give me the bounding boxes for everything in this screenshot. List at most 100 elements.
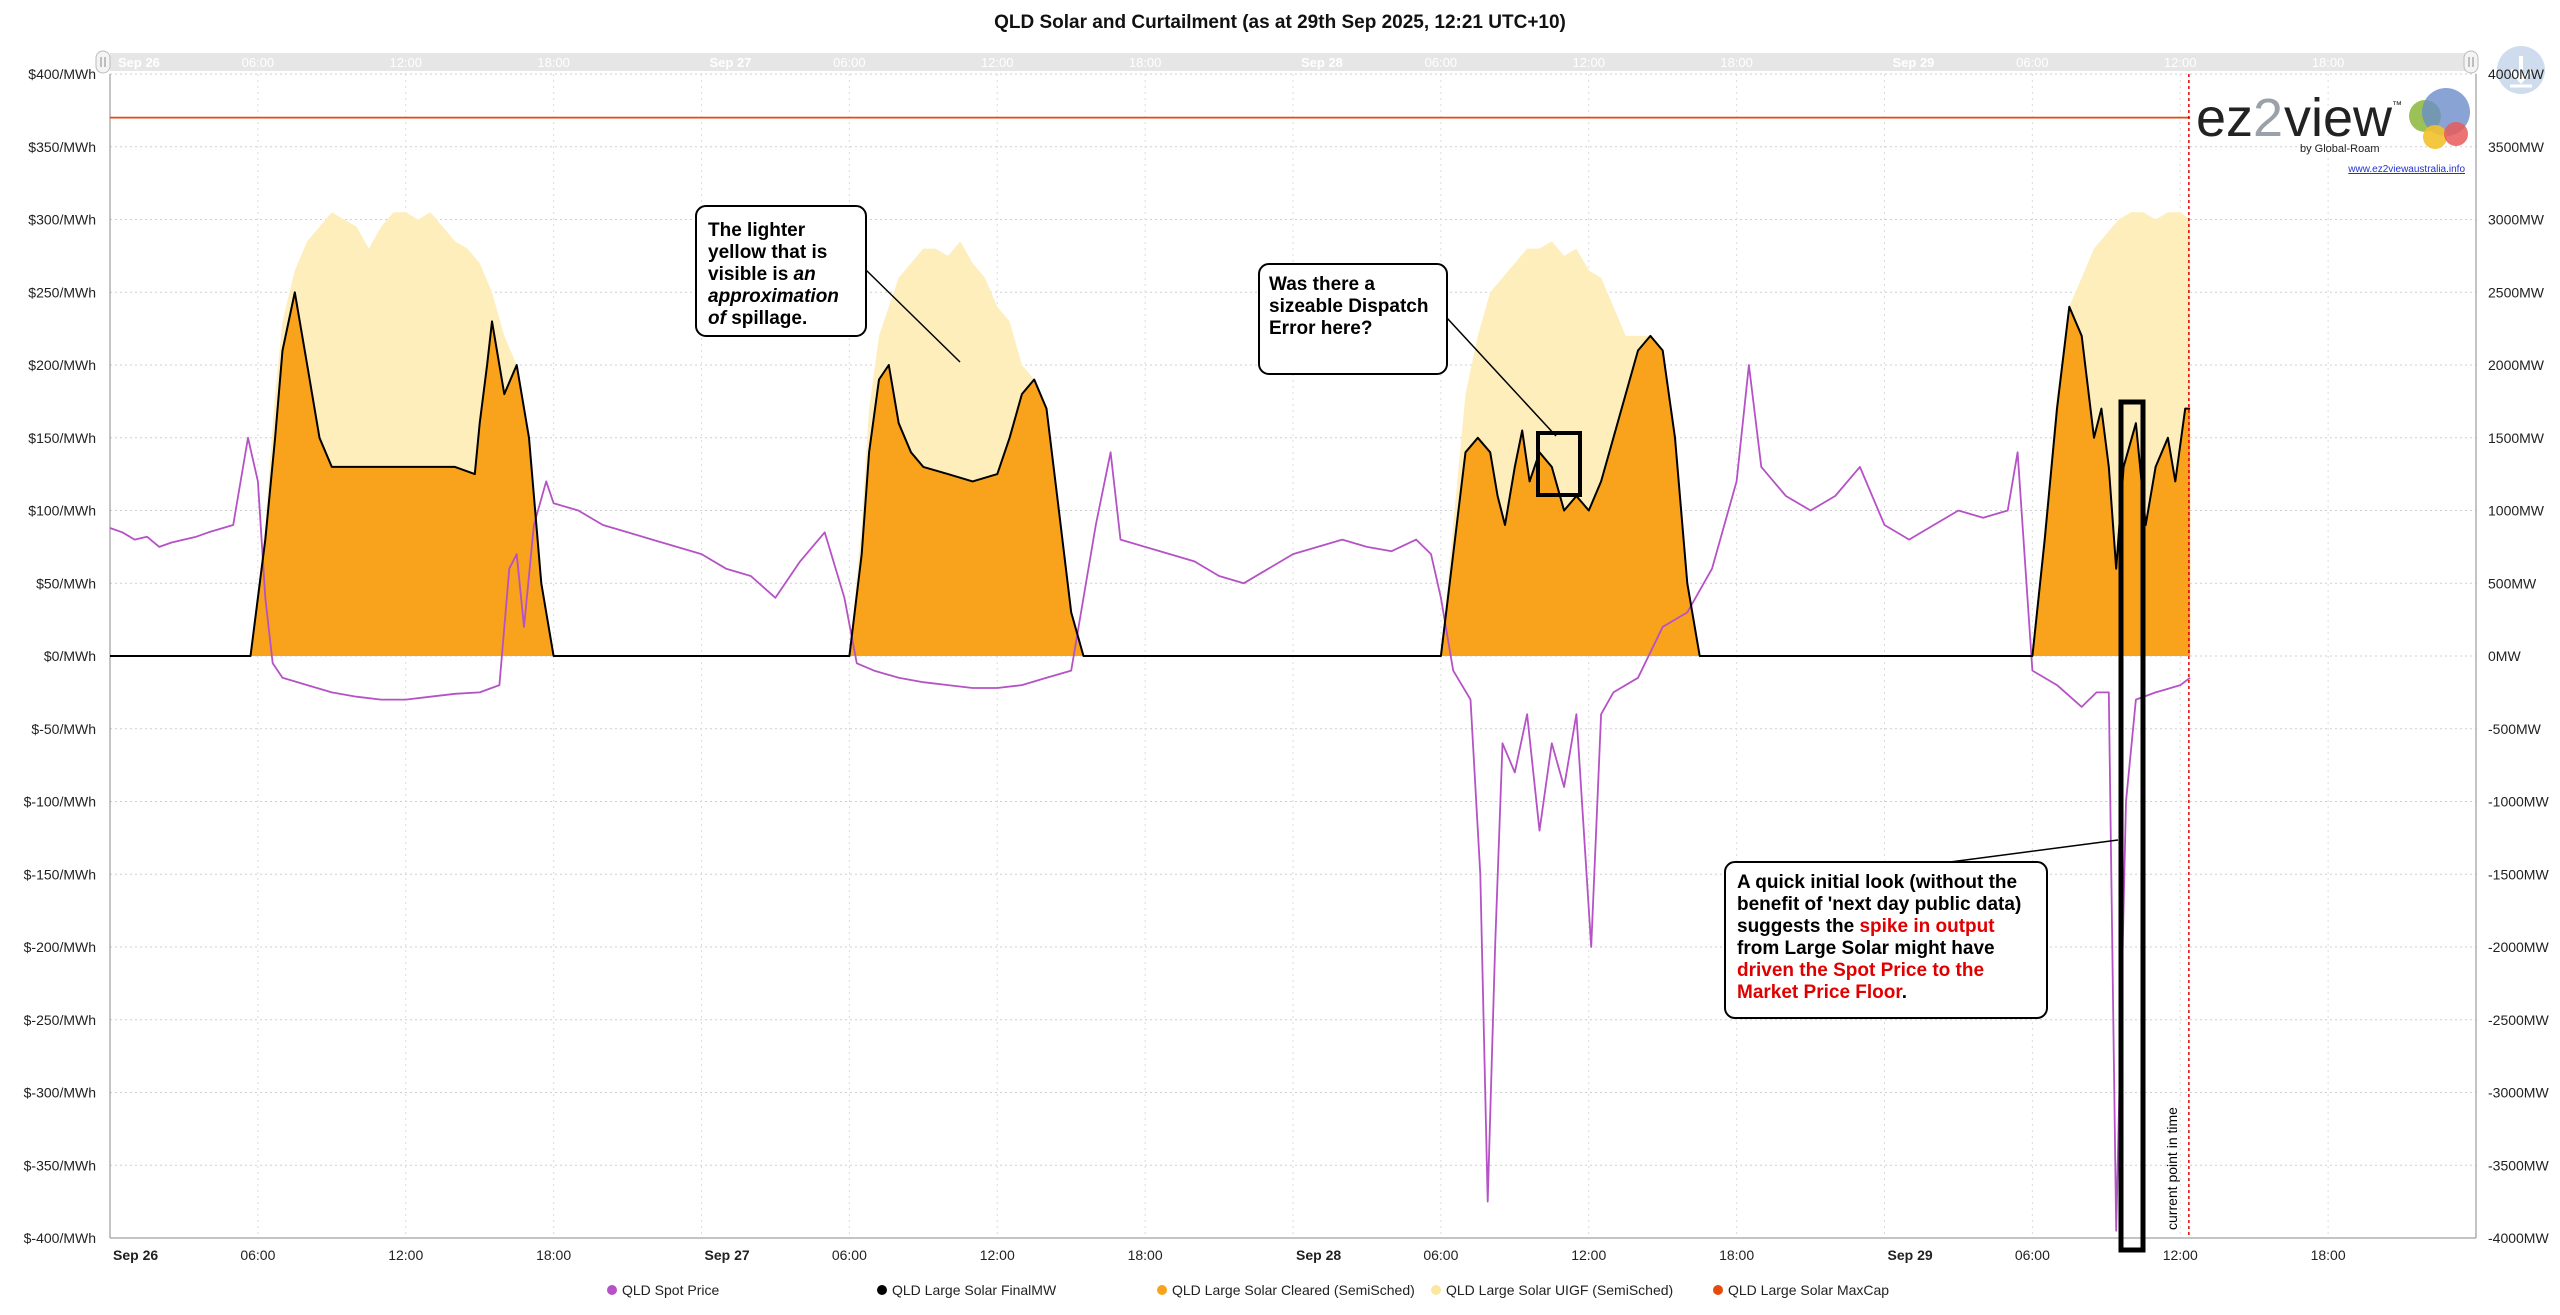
time-navigator[interactable]: Sep 26 06:00 12:00 18:00 Sep 27 06:00 12:00 18:… [95,50,2479,74]
legend-label: QLD Large Solar MaxCap [1728,1282,1889,1298]
legend-marker [1431,1285,1441,1295]
callout-line: from Large Solar might have [1737,938,1995,959]
legend-item-qld-large-solar-uigf-semisched[interactable]: QLD Large Solar UIGF (SemiSched) [1431,1282,1673,1298]
y-right-tick-label: -1000MW [2488,794,2549,810]
callout-line: suggests the spike in output [1737,916,1995,937]
y-right-tick-label: 4000MW [2488,66,2545,82]
callout-line: benefit of 'next day public data) [1737,894,2021,915]
y-left-tick-label: $-350/MWh [24,1157,96,1173]
y-axis-left: $400/MWh $350/MWh $300/MWh $250/MWh $200/MWh… [24,66,96,1246]
y-right-tick-label: -3500MW [2488,1157,2549,1173]
y-left-tick-label: $50/MWh [36,575,96,591]
navigator-tick-label: 06:00 [242,55,275,70]
callout-leader [865,269,961,363]
download-icon [2509,56,2533,88]
navigator-tick-label: Sep 29 [1893,55,1935,70]
legend-item-qld-large-solar-maxcap[interactable]: QLD Large Solar MaxCap [1713,1282,1889,1298]
y-left-tick-label: $400/MWh [28,66,96,82]
callout-segment: Was there a [1269,274,1375,295]
y-left-tick-label: $0/MWh [44,648,96,664]
callout-line: of spillage. [708,308,807,329]
navigator-tick-label: 18:00 [1129,55,1162,70]
navigator-tick-label: 12:00 [1572,55,1605,70]
logo-text-ez: ez [2196,88,2253,148]
legend-label: QLD Large Solar Cleared (SemiSched) [1172,1282,1415,1298]
x-tick-label: 12:00 [980,1247,1015,1263]
navigator-tick-label: 18:00 [2312,55,2345,70]
legend: QLD Spot Price QLD Large Solar FinalMW QLD… [607,1282,1889,1298]
callout-box [695,205,867,337]
callout-segment: A quick initial look (without the [1737,872,2017,893]
y-right-tick-label: 3500MW [2488,139,2545,155]
navigator-tick-label: 06:00 [2016,55,2049,70]
series-line-qld-large-solar-finalmw [110,291,2191,657]
navigator-track[interactable] [110,53,2476,71]
y-right-tick-label: 1500MW [2488,430,2545,446]
callout-line: visible is an [708,264,816,285]
legend-label: QLD Large Solar FinalMW [892,1282,1057,1298]
series-layer [109,116,2191,1232]
legend-item-qld-large-solar-cleared-semisched[interactable]: QLD Large Solar Cleared (SemiSched) [1157,1282,1415,1298]
x-tick-label: Sep 28 [1296,1247,1341,1263]
navigator-tick-label: 12:00 [2164,55,2197,70]
navigator-handle-right-icon[interactable] [2463,50,2479,74]
navigator-tick-label: 06:00 [833,55,866,70]
navigator-tick-label: 18:00 [1720,55,1753,70]
callout-segment: suggests the [1737,916,1859,937]
legend-item-qld-spot-price[interactable]: QLD Spot Price [607,1282,719,1298]
legend-marker [1157,1285,1167,1295]
y-left-tick-label: $100/MWh [28,503,96,519]
y-left-tick-label: $350/MWh [28,139,96,155]
y-right-tick-label: 500MW [2488,575,2537,591]
legend-label: QLD Large Solar UIGF (SemiSched) [1446,1282,1673,1298]
navigator-handle-left-icon[interactable] [95,50,111,74]
navigator-tick-label: 06:00 [1425,55,1458,70]
marker-layer: current point in time [2164,74,2190,1238]
callout-segment: an [794,264,816,285]
logo-text-view: view [2284,88,2393,148]
navigator-tick-label: Sep 26 [118,55,160,70]
y-right-tick-label: 1000MW [2488,503,2545,519]
callout-line: Was there a [1269,274,1375,295]
callout-segment: from Large Solar might have [1737,938,1995,959]
callout-line: Error here? [1269,318,1372,339]
x-tick-label: 18:00 [1128,1247,1163,1263]
y-right-tick-label: -2000MW [2488,939,2549,955]
y-left-tick-label: $300/MWh [28,212,96,228]
legend-marker [1713,1285,1723,1295]
callout-line: yellow that is [708,242,827,263]
y-right-tick-label: -1500MW [2488,866,2549,882]
logo-text-2: 2 [2253,88,2283,148]
callout-segment: benefit of 'next day public data) [1737,894,2021,915]
callout-segment: of [708,308,728,329]
x-tick-label: 18:00 [2311,1247,2346,1263]
x-tick-label: 06:00 [240,1247,275,1263]
y-right-tick-label: -4000MW [2488,1230,2549,1246]
legend-item-qld-large-solar-finalmw[interactable]: QLD Large Solar FinalMW [877,1282,1057,1298]
y-right-tick-label: 0MW [2488,648,2521,664]
y-right-tick-label: -2500MW [2488,1012,2549,1028]
y-left-tick-label: $-150/MWh [24,866,96,882]
current-time-label: current point in time [2164,1107,2180,1230]
x-axis: Sep 26 06:00 12:00 18:00 Sep 27 06:00 12:00 18:… [113,1247,2346,1263]
y-right-tick-label: -500MW [2488,721,2542,737]
download-button[interactable] [2497,46,2545,94]
navigator-tick-label: 12:00 [981,55,1014,70]
callout-line: sizeable Dispatch [1269,296,1428,317]
x-tick-label: 06:00 [2015,1247,2050,1263]
logo-byline: by Global-Roam [2300,143,2379,155]
callout-segment: . [1902,982,1907,1003]
y-left-tick-label: $-200/MWh [24,939,96,955]
callout-segment: The lighter [708,220,806,241]
ez2view-logo: ez 2 view ™ by Global-Roam www.ez2viewau… [2196,88,2470,175]
x-tick-label: Sep 29 [1888,1247,1933,1263]
callout-segment: visible is [708,264,794,285]
callout-spike: A quick initial look (without thebenefit… [1724,839,2119,1019]
x-tick-label: 18:00 [1719,1247,1754,1263]
x-tick-label: 12:00 [2163,1247,2198,1263]
logo-url[interactable]: www.ez2viewaustralia.info [2347,164,2465,175]
highlight-box-spike [2118,399,2146,1253]
callout-line: approximation [708,286,839,307]
